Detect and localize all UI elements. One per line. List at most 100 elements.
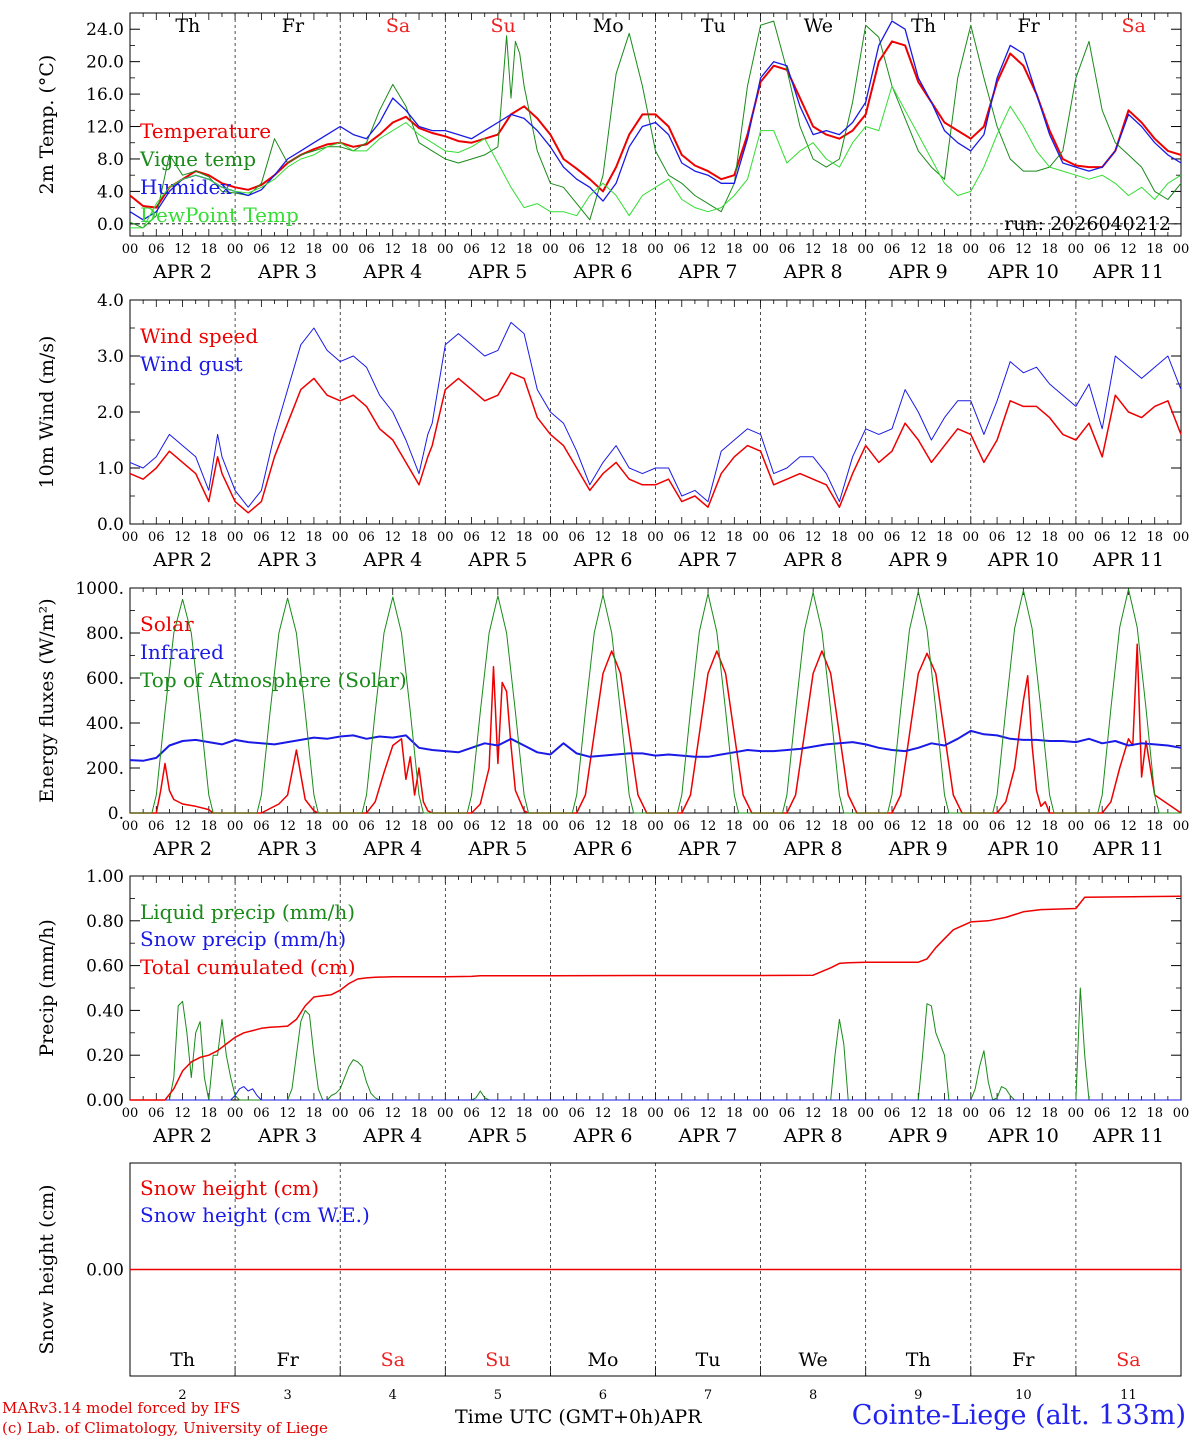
y-axis-label: 10m Wind (m/s) xyxy=(36,336,58,489)
x-hour-label: 18 xyxy=(726,242,743,257)
day-number-label: 8 xyxy=(809,1388,817,1403)
x-hour-label: 12 xyxy=(595,242,612,257)
x-hour-label: 06 xyxy=(779,819,796,834)
day-label: Th xyxy=(906,1349,931,1371)
x-hour-label: 18 xyxy=(516,1106,533,1121)
x-hour-label: 00 xyxy=(647,530,664,545)
x-hour-label: 00 xyxy=(542,1106,559,1121)
x-hour-label: 12 xyxy=(805,242,822,257)
x-hour-label: 00 xyxy=(752,1106,769,1121)
panel-precip: 0.00 0.20 0.40 0.60 0.80 1.00 Precip (mm/h) 00 0… xyxy=(36,867,1189,1147)
x-date-label: APR 7 xyxy=(678,549,738,571)
x-hour-label: 06 xyxy=(1094,819,1111,834)
x-hour-label: 18 xyxy=(1146,242,1163,257)
x-hour-label: 00 xyxy=(437,530,454,545)
y-tick-label: 0.40 xyxy=(86,1001,124,1021)
x-hour-label: 18 xyxy=(1041,1106,1058,1121)
legend-entry: Snow height (cm) xyxy=(140,1176,319,1200)
x-date-label: APR 5 xyxy=(467,838,527,860)
x-hour-label: 00 xyxy=(857,242,874,257)
x-hour-label: 18 xyxy=(201,530,218,545)
x-hour-label: 06 xyxy=(1094,530,1111,545)
x-hour-label: 18 xyxy=(621,1106,638,1121)
x-hour-label: 18 xyxy=(1041,242,1058,257)
x-hour-label: 12 xyxy=(1015,819,1032,834)
x-hour-label: 06 xyxy=(253,530,270,545)
x-date-label: APR 4 xyxy=(362,261,422,283)
x-hour-label: 06 xyxy=(253,819,270,834)
x-hour-label: 12 xyxy=(595,1106,612,1121)
y-tick-label: 12.0 xyxy=(86,118,124,138)
x-hour-label: 12 xyxy=(700,819,717,834)
x-axis-label-text: Time UTC (GMT+0h) xyxy=(455,1406,661,1428)
day-label: We xyxy=(804,15,833,37)
x-hour-label: 18 xyxy=(516,242,533,257)
panel-energy: 0. 200. 400. 600. 800. 1000. Energy fluxes (W/… xyxy=(36,579,1189,860)
panel-snow: 0.00 Snow height (cm) Snow height (cm) Snow… xyxy=(36,1162,1182,1403)
x-hour-label: 18 xyxy=(1146,1106,1163,1121)
y-tick-label: 0. xyxy=(108,804,124,824)
x-hour-label: 00 xyxy=(122,819,139,834)
x-hour-label: 18 xyxy=(831,530,848,545)
x-hour-label: 18 xyxy=(306,1106,323,1121)
y-tick-label: 0.20 xyxy=(86,1046,124,1066)
x-date-label: APR 10 xyxy=(987,261,1059,283)
y-tick-label: 0.0 xyxy=(97,515,124,535)
x-hour-label: 18 xyxy=(411,819,428,834)
x-hour-label: 00 xyxy=(963,1106,980,1121)
day-label: Fr xyxy=(277,1349,300,1371)
x-date-label: APR 6 xyxy=(572,549,632,571)
x-hour-label: 18 xyxy=(936,1106,953,1121)
x-hour-label: 00 xyxy=(542,530,559,545)
x-date-label: APR 10 xyxy=(987,549,1059,571)
day-label: Th xyxy=(911,15,936,37)
x-hour-label: 06 xyxy=(148,819,165,834)
day-number-label: 11 xyxy=(1120,1388,1137,1403)
x-hour-label: 12 xyxy=(910,1106,927,1121)
day-number-label: 7 xyxy=(704,1388,712,1403)
x-hour-label: 06 xyxy=(463,1106,480,1121)
y-tick-label: 400. xyxy=(86,714,124,734)
x-hour-label: 12 xyxy=(490,1106,507,1121)
x-date-label: APR 4 xyxy=(362,838,422,860)
y-axis-label: Precip (mm/h) xyxy=(36,919,58,1057)
x-date-label: APR 11 xyxy=(1092,549,1164,571)
x-hour-label: 06 xyxy=(358,242,375,257)
x-date-label: APR 11 xyxy=(1092,1125,1164,1147)
x-hour-label: 06 xyxy=(884,530,901,545)
x-hour-label: 06 xyxy=(358,819,375,834)
x-hour-label: 12 xyxy=(384,242,401,257)
day-label: Tu xyxy=(701,15,726,37)
x-date-label: APR 2 xyxy=(152,261,212,283)
x-hour-label: 12 xyxy=(805,530,822,545)
series-snow-precip-mm-h- xyxy=(130,1086,1181,1101)
x-hour-label: 06 xyxy=(568,530,585,545)
panel-temperature: 0.0 4.0 8.0 12.0 16.0 20.0 24.0 2m Temp. (°C) 00… xyxy=(36,12,1189,283)
series-infrared xyxy=(129,729,1182,762)
x-hour-label: 06 xyxy=(463,530,480,545)
x-hour-label: 18 xyxy=(936,819,953,834)
x-hour-label: 18 xyxy=(831,242,848,257)
day-label: Th xyxy=(170,1349,195,1371)
x-hour-label: 06 xyxy=(358,530,375,545)
y-axis-label: 2m Temp. (°C) xyxy=(36,55,58,195)
x-hour-label: 12 xyxy=(279,242,296,257)
x-hour-label: 06 xyxy=(674,1106,691,1121)
footer-credit-1: MARv3.14 model forced by IFS xyxy=(2,1399,241,1417)
y-tick-label: 0.60 xyxy=(86,957,124,977)
x-hour-label: 06 xyxy=(989,530,1006,545)
day-label: Mo xyxy=(593,15,624,37)
x-date-label: APR 9 xyxy=(888,1125,948,1147)
day-label: Fr xyxy=(1017,15,1040,37)
x-hour-label: 18 xyxy=(516,530,533,545)
x-hour-label: 12 xyxy=(279,819,296,834)
x-hour-label: 12 xyxy=(1015,1106,1032,1121)
y-axis-label: Energy fluxes (W/m²) xyxy=(36,598,58,802)
x-hour-label: 12 xyxy=(174,819,191,834)
y-tick-label: 0.80 xyxy=(86,912,124,932)
x-hour-label: 18 xyxy=(621,530,638,545)
y-tick-label: 1.0 xyxy=(97,459,124,479)
y-tick-label: 4.0 xyxy=(97,182,124,202)
legend-entry: Top of Atmosphere (Solar) xyxy=(140,668,407,692)
x-hour-label: 12 xyxy=(490,819,507,834)
